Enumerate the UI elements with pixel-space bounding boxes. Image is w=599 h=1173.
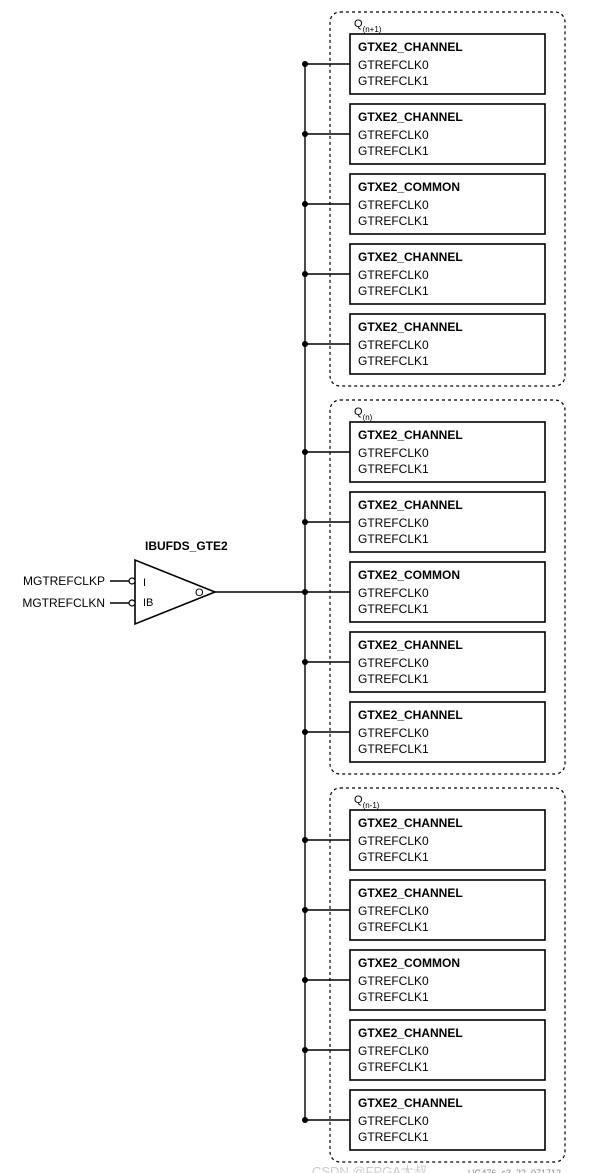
block-line: GTREFCLK1 — [358, 920, 429, 934]
block-line: GTREFCLK0 — [358, 128, 429, 142]
block-title: GTXE2_CHANNEL — [358, 816, 463, 830]
block: GTXE2_CHANNEL GTREFCLK0 GTREFCLK1 — [350, 1090, 545, 1150]
quad-label: Q(n+1) — [354, 18, 382, 34]
block-title: GTXE2_CHANNEL — [358, 110, 463, 124]
quad-label: Q(n) — [354, 406, 373, 422]
block-line: GTREFCLK1 — [358, 1060, 429, 1074]
block-title: GTXE2_CHANNEL — [358, 40, 463, 54]
block-line: GTREFCLK0 — [358, 1114, 429, 1128]
quad: Q(n)GTXE2_CHANNELGTREFCLK0GTREFCLK1GTXE2… — [330, 400, 565, 774]
block: GTXE2_COMMON GTREFCLK0 GTREFCLK1 — [350, 562, 545, 622]
block-line: GTREFCLK1 — [358, 672, 429, 686]
block-line: GTREFCLK1 — [358, 144, 429, 158]
block-title: GTXE2_CHANNEL — [358, 320, 463, 334]
block-line: GTREFCLK0 — [358, 656, 429, 670]
block: GTXE2_CHANNEL GTREFCLK0 GTREFCLK1 — [350, 492, 545, 552]
block-line: GTREFCLK1 — [358, 1130, 429, 1144]
block: GTXE2_CHANNEL GTREFCLK0 GTREFCLK1 — [350, 34, 545, 94]
watermark: CSDN @FPGA大叔 — [312, 1164, 427, 1173]
pin-ib-label: IB — [143, 597, 153, 609]
block-title: GTXE2_CHANNEL — [358, 886, 463, 900]
block-title: GTXE2_CHANNEL — [358, 1026, 463, 1040]
block-line: GTREFCLK1 — [358, 214, 429, 228]
quad: Q(n-1)GTXE2_CHANNELGTREFCLK0GTREFCLK1GTX… — [330, 788, 565, 1162]
input-n: MGTREFCLKN — [22, 596, 105, 610]
block-line: GTREFCLK1 — [358, 354, 429, 368]
block-title: GTXE2_CHANNEL — [358, 1096, 463, 1110]
block-line: GTREFCLK0 — [358, 1044, 429, 1058]
block: GTXE2_CHANNEL GTREFCLK0 GTREFCLK1 — [350, 702, 545, 762]
block-title: GTXE2_CHANNEL — [358, 498, 463, 512]
block: GTXE2_CHANNEL GTREFCLK0 GTREFCLK1 — [350, 880, 545, 940]
block-title: GTXE2_COMMON — [358, 568, 460, 582]
block-line: GTREFCLK0 — [358, 268, 429, 282]
block-line: GTREFCLK1 — [358, 284, 429, 298]
block-line: GTREFCLK0 — [358, 338, 429, 352]
quad: Q(n+1)GTXE2_CHANNELGTREFCLK0GTREFCLK1GTX… — [330, 12, 565, 386]
ibufds-buffer: IBUFDS_GTE2 I IB O MGTREFCLKP MGTREFCLKN — [22, 539, 228, 624]
block: GTXE2_CHANNEL GTREFCLK0 GTREFCLK1 — [350, 632, 545, 692]
block: GTXE2_CHANNEL GTREFCLK0 GTREFCLK1 — [350, 810, 545, 870]
block-line: GTREFCLK1 — [358, 602, 429, 616]
buffer-title: IBUFDS_GTE2 — [145, 539, 228, 553]
block-line: GTREFCLK1 — [358, 990, 429, 1004]
block-line: GTREFCLK0 — [358, 586, 429, 600]
block-line: GTREFCLK0 — [358, 726, 429, 740]
block: GTXE2_CHANNEL GTREFCLK0 GTREFCLK1 — [350, 104, 545, 164]
block-line: GTREFCLK0 — [358, 58, 429, 72]
block-line: GTREFCLK0 — [358, 516, 429, 530]
input-p: MGTREFCLKP — [23, 574, 105, 588]
block-line: GTREFCLK1 — [358, 462, 429, 476]
block-title: GTXE2_CHANNEL — [358, 638, 463, 652]
block-line: GTREFCLK0 — [358, 198, 429, 212]
block-line: GTREFCLK0 — [358, 904, 429, 918]
block: GTXE2_CHANNEL GTREFCLK0 GTREFCLK1 — [350, 314, 545, 374]
quad-label: Q(n-1) — [354, 794, 380, 810]
block-line: GTREFCLK1 — [358, 742, 429, 756]
block-title: GTXE2_COMMON — [358, 956, 460, 970]
block-line: GTREFCLK1 — [358, 74, 429, 88]
block-title: GTXE2_CHANNEL — [358, 250, 463, 264]
block-title: GTXE2_CHANNEL — [358, 428, 463, 442]
block-line: GTREFCLK0 — [358, 834, 429, 848]
block-line: GTREFCLK0 — [358, 974, 429, 988]
block: GTXE2_COMMON GTREFCLK0 GTREFCLK1 — [350, 950, 545, 1010]
pin-i-label: I — [143, 577, 146, 589]
pin-o-label: O — [195, 587, 204, 599]
block: GTXE2_COMMON GTREFCLK0 GTREFCLK1 — [350, 174, 545, 234]
block-line: GTREFCLK0 — [358, 446, 429, 460]
doc-ref: UG476_c2_22_071712 — [468, 1168, 561, 1173]
block: GTXE2_CHANNEL GTREFCLK0 GTREFCLK1 — [350, 422, 545, 482]
block: GTXE2_CHANNEL GTREFCLK0 GTREFCLK1 — [350, 244, 545, 304]
block: GTXE2_CHANNEL GTREFCLK0 GTREFCLK1 — [350, 1020, 545, 1080]
block-line: GTREFCLK1 — [358, 850, 429, 864]
block-title: GTXE2_CHANNEL — [358, 708, 463, 722]
block-line: GTREFCLK1 — [358, 532, 429, 546]
block-title: GTXE2_COMMON — [358, 180, 460, 194]
